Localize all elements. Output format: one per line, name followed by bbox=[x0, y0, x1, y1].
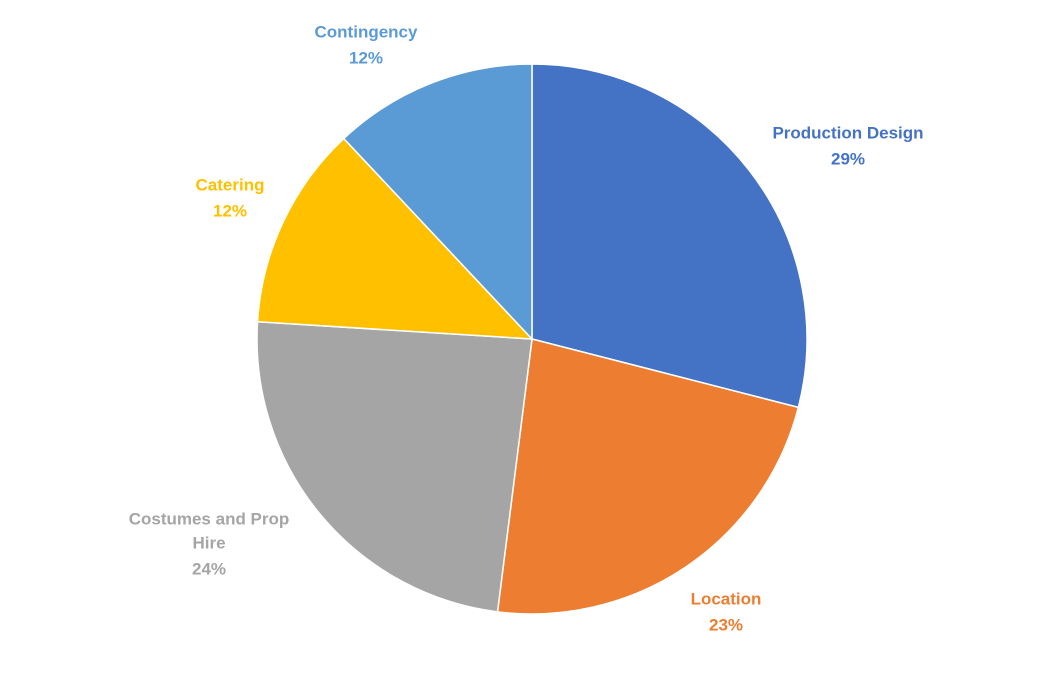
pie-slice-catering bbox=[256, 137, 534, 340]
data-label-catering: Catering 12% bbox=[196, 175, 265, 220]
data-label-category: Hire bbox=[192, 533, 225, 552]
pie-slice-contingency bbox=[342, 63, 533, 341]
data-label-percent: 12% bbox=[349, 48, 383, 67]
data-label-percent: 29% bbox=[831, 149, 865, 168]
data-label-contingency: Contingency 12% bbox=[315, 22, 418, 67]
data-label-category: Production Design bbox=[772, 123, 923, 142]
data-label-production-design: Production Design 29% bbox=[772, 123, 923, 168]
data-label-category: Costumes and Prop bbox=[129, 509, 290, 528]
data-label-percent: 12% bbox=[213, 201, 247, 220]
pie-data-labels: Production Design 29% Location 23% Costumes … bbox=[129, 22, 924, 634]
data-label-category: Catering bbox=[196, 175, 265, 194]
data-label-percent: 23% bbox=[709, 615, 743, 634]
pie-slice-location bbox=[496, 338, 800, 615]
pie-slice-production-design bbox=[531, 63, 808, 409]
pie-slices bbox=[256, 63, 808, 615]
data-label-costumes-and-prop-hire: Costumes and Prop Hire 24% bbox=[129, 509, 290, 578]
pie-slice-costumes-and-prop-hire bbox=[256, 320, 533, 613]
data-label-location: Location 23% bbox=[691, 589, 762, 634]
data-label-category: Contingency bbox=[315, 22, 418, 41]
data-label-percent: 24% bbox=[192, 559, 226, 578]
data-label-category: Location bbox=[691, 589, 762, 608]
